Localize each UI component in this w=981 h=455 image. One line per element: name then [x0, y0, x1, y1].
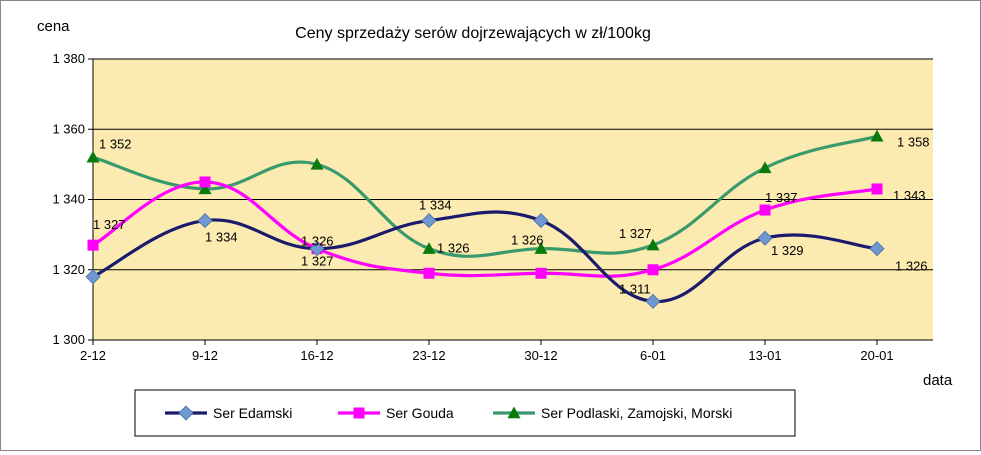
- series-line: [92, 180, 878, 278]
- data-label: 1 326: [895, 259, 928, 274]
- x-tick-label: 9-12: [192, 348, 218, 363]
- data-label: 1 358: [897, 134, 930, 149]
- data-point: [197, 213, 213, 229]
- x-axis-label: data: [923, 372, 953, 389]
- series-markers: [85, 129, 885, 309]
- legend-entry: Ser Podlaski, Zamojski, Morski: [493, 405, 732, 421]
- data-point: [871, 183, 883, 195]
- data-label: 1 343: [893, 188, 926, 203]
- legend-swatch-marker: [507, 406, 521, 419]
- data-point: [198, 182, 212, 195]
- data-label: 1 329: [771, 243, 804, 258]
- legend: Ser Edamski Ser Gouda Ser Podlaski, Zamojs…: [134, 389, 796, 437]
- y-tick-label: 1 380: [52, 51, 85, 66]
- legend-box: [134, 389, 796, 437]
- data-labels: 1 334 1 326 1 334 1 311 1 329 1 326 1 327 1 327…: [93, 134, 930, 296]
- data-point: [535, 267, 547, 279]
- data-point: [647, 264, 659, 276]
- data-point: [869, 241, 885, 257]
- data-point: [422, 242, 436, 254]
- y-axis-label: cena: [37, 18, 70, 35]
- data-point: [533, 213, 549, 229]
- x-tick-label: 2-12: [80, 348, 106, 363]
- data-label: 1 337: [765, 190, 798, 205]
- y-tick-labels: 1 300 1 320 1 340 1 360 1 380: [52, 51, 85, 347]
- x-tick-label: 13-01: [748, 348, 781, 363]
- data-label: 1 326: [301, 234, 334, 249]
- y-tick-label: 1 360: [52, 121, 85, 136]
- data-point: [757, 230, 773, 246]
- series-line: [92, 134, 878, 258]
- data-label: 1 327: [301, 254, 334, 269]
- data-point: [86, 150, 100, 163]
- x-tick-labels: 2-12 9-12 16-12 23-12 30-12 6-01 13-01 20-01: [80, 348, 894, 363]
- data-point: [87, 239, 99, 251]
- data-label: 1 326: [437, 241, 470, 256]
- x-tick-label: 16-12: [300, 348, 333, 363]
- data-point: [870, 129, 884, 142]
- legend-swatch-marker: [178, 405, 194, 421]
- data-label: 1 334: [205, 230, 238, 245]
- x-tick-label: 6-01: [640, 348, 666, 363]
- y-tick-label: 1 340: [52, 192, 85, 207]
- data-label: 1 326: [511, 233, 544, 248]
- data-point: [646, 238, 660, 251]
- axes: [92, 59, 933, 345]
- data-point: [421, 213, 437, 229]
- legend-entry: Ser Edamski: [165, 405, 292, 421]
- data-label: 1 311: [619, 281, 651, 296]
- data-point: [310, 157, 324, 170]
- data-point: [423, 267, 435, 279]
- data-point: [85, 269, 101, 285]
- series-line: [92, 210, 878, 303]
- legend-swatch-marker: [353, 407, 365, 419]
- legend-entry: Ser Gouda: [338, 405, 454, 421]
- legend-label: Ser Edamski: [213, 405, 292, 421]
- gridlines: [88, 58, 933, 341]
- data-label: 1 334: [419, 198, 452, 213]
- x-tick-label: 20-01: [860, 348, 893, 363]
- chart-title: Ceny sprzedaży serów dojrzewających w zł…: [295, 25, 651, 42]
- data-label: 1 352: [99, 136, 132, 151]
- x-tick-label: 23-12: [412, 348, 445, 363]
- legend-label: Ser Gouda: [386, 405, 454, 421]
- data-point: [758, 161, 772, 174]
- y-tick-label: 1 300: [52, 332, 85, 347]
- y-tick-label: 1 320: [52, 262, 85, 277]
- data-label: 1 327: [619, 226, 652, 241]
- data-point: [645, 293, 661, 309]
- series-lines: [92, 134, 878, 303]
- legend-label: Ser Podlaski, Zamojski, Morski: [541, 405, 732, 421]
- data-label: 1 327: [93, 217, 126, 232]
- data-point: [759, 204, 771, 216]
- x-tick-label: 30-12: [524, 348, 557, 363]
- data-point: [534, 242, 548, 254]
- data-point: [309, 241, 325, 257]
- data-point: [199, 176, 211, 188]
